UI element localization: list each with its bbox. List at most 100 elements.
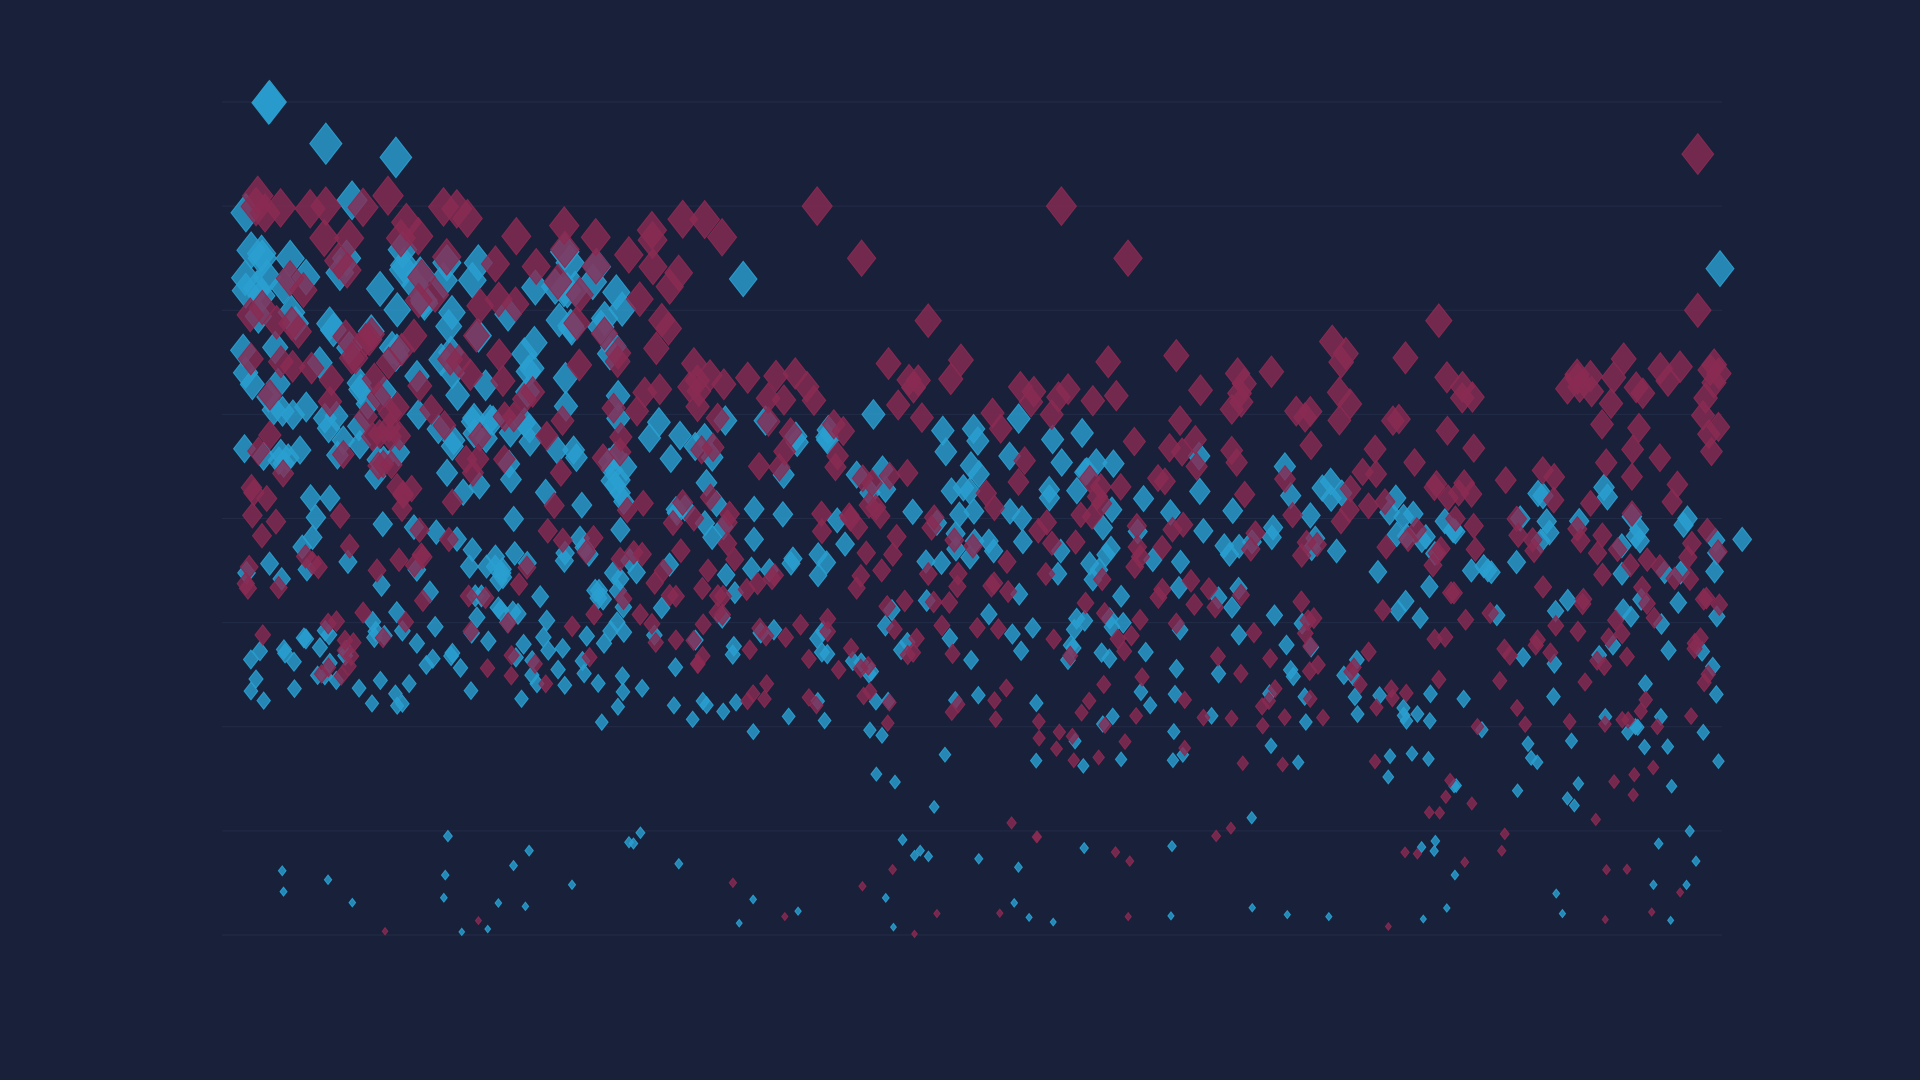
data-point <box>1456 689 1472 709</box>
data-point <box>1123 624 1140 647</box>
data-point <box>1681 132 1715 176</box>
data-point <box>404 282 433 319</box>
data-point <box>1705 559 1725 584</box>
data-point <box>259 551 280 576</box>
data-point <box>1167 722 1181 741</box>
data-point <box>1225 447 1248 477</box>
data-point <box>1456 608 1475 631</box>
data-point <box>1199 577 1219 601</box>
data-point <box>1036 561 1056 587</box>
data-point <box>381 926 389 936</box>
data-point <box>435 458 459 488</box>
data-point <box>372 510 394 538</box>
data-point <box>962 533 983 559</box>
data-point <box>728 260 758 298</box>
data-point <box>1384 921 1392 931</box>
data-point <box>1386 521 1407 548</box>
data-point <box>1350 705 1365 724</box>
data-point <box>1692 627 1709 649</box>
data-point <box>1466 796 1478 811</box>
data-point <box>1262 648 1279 669</box>
data-point <box>1142 696 1158 715</box>
data-point <box>983 538 1004 564</box>
data-point <box>413 544 433 570</box>
data-point <box>576 663 592 684</box>
data-point <box>1013 861 1023 873</box>
data-point <box>538 674 554 694</box>
data-point <box>1706 357 1732 390</box>
data-point <box>699 483 722 511</box>
data-point <box>1621 500 1643 527</box>
data-point <box>1092 567 1112 592</box>
data-point <box>1330 508 1352 535</box>
data-point <box>794 370 820 403</box>
data-point <box>944 703 959 722</box>
data-point <box>339 533 360 559</box>
data-point <box>1399 711 1414 730</box>
data-point <box>459 554 480 579</box>
data-point <box>1705 249 1735 288</box>
data-point <box>975 479 998 508</box>
data-point <box>501 401 526 433</box>
data-point <box>1024 616 1042 639</box>
data-point <box>1113 239 1143 278</box>
data-point <box>885 618 903 641</box>
data-point <box>1168 405 1193 437</box>
data-point <box>1114 751 1128 768</box>
data-point <box>816 550 837 575</box>
data-point <box>998 579 1018 604</box>
data-point <box>543 263 573 301</box>
data-point <box>1596 655 1613 677</box>
data-point <box>232 433 257 464</box>
data-point <box>252 79 288 125</box>
data-point <box>396 610 415 634</box>
data-point <box>1546 687 1561 707</box>
data-point <box>900 371 927 404</box>
data-point <box>777 626 795 649</box>
data-point <box>1708 539 1728 565</box>
data-point <box>347 187 379 228</box>
data-point <box>1681 530 1702 557</box>
data-point <box>1222 497 1244 525</box>
data-point <box>1684 824 1695 838</box>
data-point <box>716 702 731 721</box>
data-point <box>501 216 532 256</box>
data-point <box>865 493 887 521</box>
data-point <box>705 402 730 434</box>
data-point <box>432 409 457 441</box>
data-point <box>565 276 594 313</box>
data-point <box>1134 667 1150 687</box>
data-point <box>331 439 355 470</box>
data-point <box>1539 519 1560 546</box>
data-point <box>567 879 577 891</box>
data-point <box>1284 395 1309 427</box>
data-point <box>695 691 711 711</box>
data-point <box>1543 486 1565 514</box>
data-point <box>1699 436 1723 467</box>
data-point <box>1406 516 1428 543</box>
data-point <box>988 710 1003 729</box>
data-point <box>1231 583 1251 607</box>
data-point <box>490 364 516 398</box>
data-point <box>1508 522 1529 549</box>
data-point <box>616 496 638 524</box>
data-point <box>1423 553 1443 578</box>
data-point <box>1494 466 1517 495</box>
data-point <box>614 587 633 611</box>
data-point <box>961 413 986 445</box>
data-point <box>933 908 941 919</box>
data-point <box>1620 552 1640 578</box>
data-point <box>1676 887 1685 898</box>
data-point <box>685 710 700 729</box>
data-point <box>1368 753 1382 770</box>
data-point <box>503 665 519 686</box>
data-point <box>375 346 402 380</box>
data-point <box>1386 403 1411 435</box>
data-point <box>1637 738 1652 756</box>
data-point <box>1357 492 1380 520</box>
data-point <box>256 691 272 711</box>
data-point <box>1527 479 1549 508</box>
data-point <box>563 615 581 638</box>
data-point <box>728 877 738 889</box>
data-point <box>1114 611 1132 634</box>
